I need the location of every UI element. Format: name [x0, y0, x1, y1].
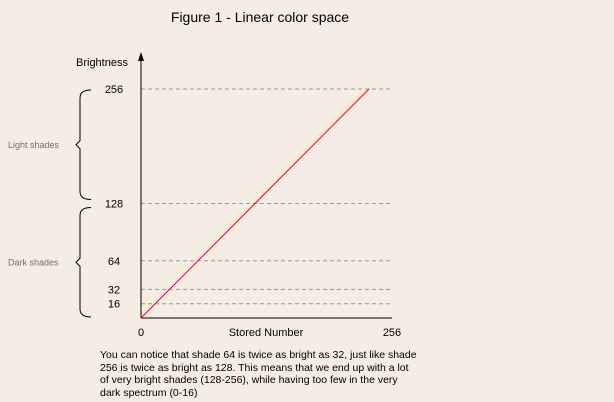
- bracket-label-1: Dark shades: [8, 257, 59, 267]
- bracket-0: [75, 89, 92, 200]
- y-axis-label: Brightness: [76, 57, 128, 69]
- chart-title: Figure 1 - Linear color space: [171, 9, 349, 25]
- x-tick-label-0: 0: [138, 327, 144, 339]
- x-axis-label: Stored Number: [229, 327, 304, 339]
- y-axis-arrow-icon: [138, 52, 144, 61]
- series-lines: [140, 88, 370, 319]
- shade-brackets: Light shades Dark shades: [8, 89, 92, 318]
- bracket-label-0: Light shades: [8, 140, 60, 150]
- x-tick-label-256: 256: [383, 327, 401, 339]
- y-tick-label-64: 64: [108, 256, 120, 268]
- x-tick-labels: 0 256: [138, 327, 401, 339]
- y-tick-label-128: 128: [105, 199, 123, 211]
- figure-caption: You can notice that shade 64 is twice as…: [100, 349, 417, 399]
- series-line-0: [140, 88, 370, 319]
- y-tick-labels: 16 32 64 128 256: [105, 84, 123, 311]
- y-tick-label-256: 256: [105, 84, 123, 96]
- y-tick-label-32: 32: [108, 284, 120, 296]
- bracket-1: [75, 207, 92, 318]
- y-tick-label-16: 16: [108, 299, 120, 311]
- gridlines: [141, 88, 392, 305]
